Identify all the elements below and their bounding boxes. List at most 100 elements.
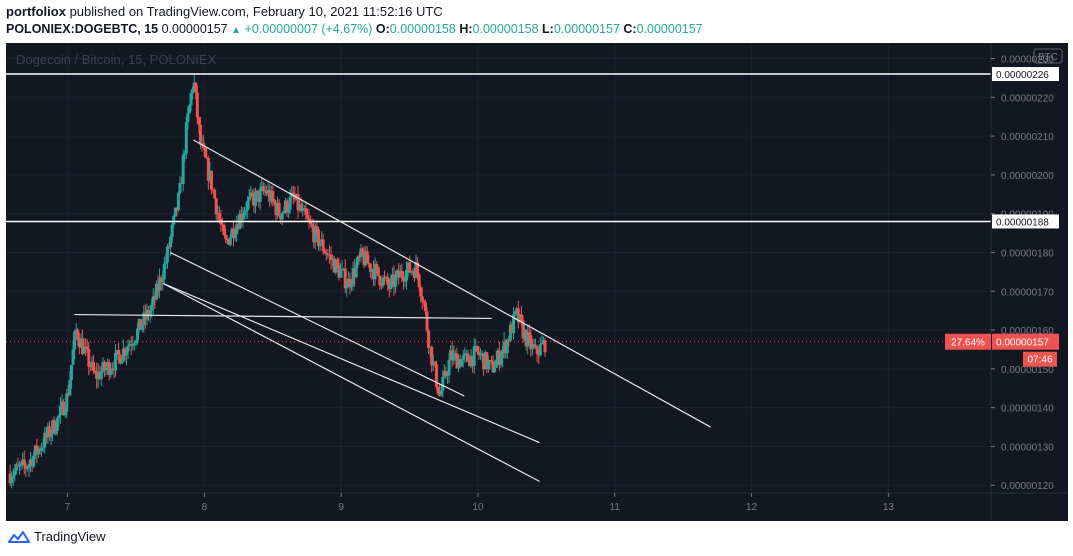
low-value: 0.00000157	[553, 22, 620, 36]
candle-body	[541, 340, 545, 344]
countdown-label-bg	[1023, 351, 1057, 367]
candle-body	[33, 445, 37, 456]
x-tick-label: 7	[65, 502, 71, 513]
candle-body	[172, 215, 176, 225]
y-tick-label: 0.00000230	[1001, 55, 1054, 66]
candle-body	[30, 459, 34, 467]
candle-body	[32, 455, 36, 467]
candle-body	[368, 263, 372, 272]
candle-body	[167, 246, 171, 248]
candle-body	[269, 190, 273, 202]
candle-body	[258, 188, 262, 202]
candle-body	[485, 352, 489, 369]
candle-body	[401, 276, 405, 281]
candle-body	[239, 213, 243, 220]
publisher-name[interactable]: portfoliox	[6, 4, 66, 19]
candle-body	[22, 459, 26, 466]
candle-body	[315, 226, 319, 230]
candle-body	[283, 200, 287, 211]
symbol-label[interactable]: POLONIEX:DOGEBTC, 15	[6, 22, 159, 36]
candle-body	[305, 215, 309, 219]
candle-body	[55, 417, 59, 431]
candle-body	[504, 341, 508, 354]
high-value: 0.00000158	[472, 22, 539, 36]
price-chart[interactable]: Dogecoin / Bitcoin, 15, POLONIEX 0.00000…	[6, 43, 1068, 521]
candle-body	[312, 227, 316, 243]
candle-body	[24, 465, 28, 469]
candle-body	[244, 210, 248, 212]
candle-body	[538, 344, 542, 356]
candle-body	[54, 430, 58, 434]
candle-body	[274, 203, 278, 215]
footer-brand[interactable]: TradingView	[34, 529, 106, 544]
candle-body	[475, 345, 479, 352]
candle-body	[208, 170, 212, 181]
candle-body	[540, 343, 544, 345]
candle-body	[370, 269, 374, 272]
candle-body	[80, 338, 84, 354]
candle-body	[502, 341, 506, 351]
candle-body	[129, 344, 133, 346]
candle-body	[524, 329, 528, 347]
level-price-label-bg	[992, 214, 1059, 229]
candle-body	[85, 346, 89, 350]
candle-body	[271, 190, 275, 201]
candle-body	[93, 370, 97, 373]
candle-body	[150, 304, 154, 311]
x-tick-label: 11	[610, 502, 621, 513]
candle-body	[493, 367, 497, 373]
tradingview-logo-icon	[8, 530, 30, 543]
candle-body	[225, 238, 229, 240]
candle-body	[257, 190, 261, 202]
candle-body	[338, 270, 342, 278]
candle-body	[280, 213, 284, 220]
candle-body	[195, 92, 199, 118]
candle-body	[139, 319, 143, 330]
candle-body	[486, 361, 490, 369]
candle-body	[266, 190, 270, 194]
candle-body	[120, 360, 124, 364]
candle-body	[203, 147, 207, 158]
candle-body	[252, 196, 256, 207]
level-price-label-bg	[992, 67, 1059, 82]
candle-body	[378, 275, 382, 285]
trendline	[74, 313, 492, 320]
candle-body	[213, 189, 217, 199]
candle-body	[526, 332, 530, 347]
candle-body	[291, 192, 295, 196]
candle-body	[101, 361, 105, 372]
candle-body	[414, 262, 418, 279]
candle-body	[134, 340, 138, 344]
candle-body	[52, 420, 56, 434]
candle-body	[8, 473, 12, 484]
candle-body	[29, 459, 33, 464]
time-axis[interactable]: 7 8 9 10 11 12 13	[65, 493, 895, 513]
candle-body	[334, 259, 338, 273]
candle-body	[491, 361, 495, 373]
candle-body	[403, 280, 407, 282]
candle-body	[43, 432, 47, 448]
candle-body	[98, 371, 102, 379]
candle-body	[499, 357, 503, 365]
candle-body	[156, 283, 160, 291]
candle-body	[299, 204, 303, 211]
y-tick-label: 0.00000200	[1001, 171, 1054, 182]
candle-body	[367, 263, 371, 265]
candle-body	[140, 325, 144, 330]
y-tick-label: 0.00000130	[1001, 442, 1054, 453]
candle-body	[521, 320, 525, 339]
candle-body	[173, 207, 177, 216]
last-price: 0.00000157	[161, 22, 228, 36]
candle-body	[398, 270, 402, 278]
candle-body	[324, 253, 328, 255]
candle-body	[296, 193, 300, 210]
candle-body	[285, 200, 289, 213]
candle-body	[350, 284, 354, 288]
candle-body	[63, 411, 67, 416]
candle-body	[537, 353, 541, 356]
open-value: 0.00000158	[389, 22, 456, 36]
y-tick-label: 0.00000210	[1001, 132, 1054, 143]
candle-body	[181, 155, 185, 184]
candle-body	[395, 270, 399, 276]
candle-body	[320, 239, 324, 244]
